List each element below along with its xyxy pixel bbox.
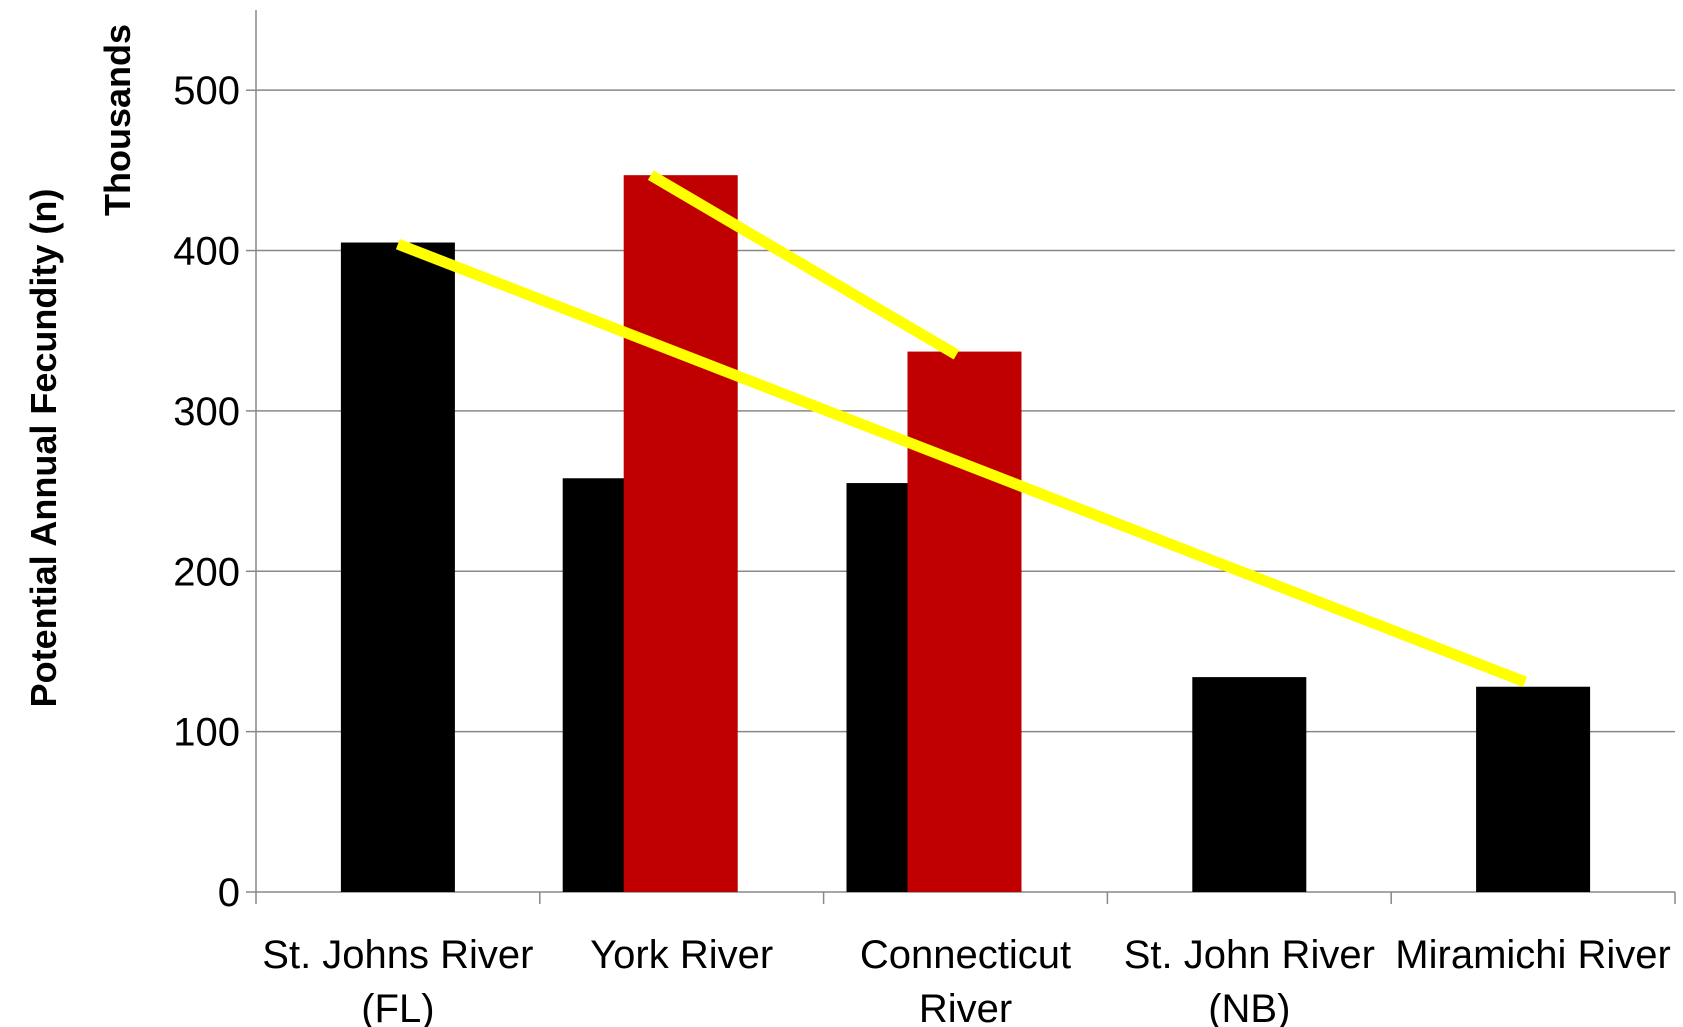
y-axis-title: Potential Annual Fecundity (n) bbox=[23, 189, 64, 708]
y-tick-labels: 0 100 200 300 400 500 bbox=[173, 69, 240, 915]
y-tick-label: 500 bbox=[173, 69, 240, 113]
bars bbox=[340, 175, 1591, 892]
x-category-labels: St. Johns River (FL) York River Connecticut… bbox=[262, 933, 1671, 1027]
x-category-label-line: St. John River bbox=[1124, 933, 1375, 977]
x-category-label: St. Johns River (FL) bbox=[262, 933, 533, 1027]
x-category-label-line: (FL) bbox=[361, 987, 434, 1027]
y-tick-label: 200 bbox=[173, 550, 240, 594]
x-category-label: Connecticut River bbox=[860, 933, 1071, 1027]
x-category-label-line: Miramichi River bbox=[1395, 933, 1671, 977]
bar-series-2 bbox=[623, 175, 738, 892]
x-category-label-line: River bbox=[919, 987, 1012, 1027]
x-category-label-line: Connecticut bbox=[860, 933, 1071, 977]
trend-line bbox=[647, 170, 960, 360]
y-tick-label: 0 bbox=[218, 871, 240, 915]
bar-series-1 bbox=[1476, 686, 1591, 892]
bar-series-1 bbox=[1192, 677, 1307, 892]
y-tick-label: 100 bbox=[173, 711, 240, 755]
x-category-label: St. John River (NB) bbox=[1124, 933, 1375, 1027]
x-category-label-line: St. Johns River bbox=[262, 933, 533, 977]
x-category-label-line: York River bbox=[590, 933, 773, 977]
y-tick-label: 400 bbox=[173, 230, 240, 274]
y-tick-label: 300 bbox=[173, 390, 240, 434]
bar-series-1 bbox=[340, 242, 455, 892]
bar-series-2 bbox=[907, 351, 1022, 892]
x-category-label-line: (NB) bbox=[1208, 987, 1290, 1027]
trend-lines bbox=[395, 170, 1528, 688]
x-category-label: York River bbox=[590, 933, 773, 977]
trend-line bbox=[395, 239, 1528, 688]
y-axis-unit-label: Thousands bbox=[97, 24, 138, 216]
x-category-label: Miramichi River bbox=[1395, 933, 1671, 977]
